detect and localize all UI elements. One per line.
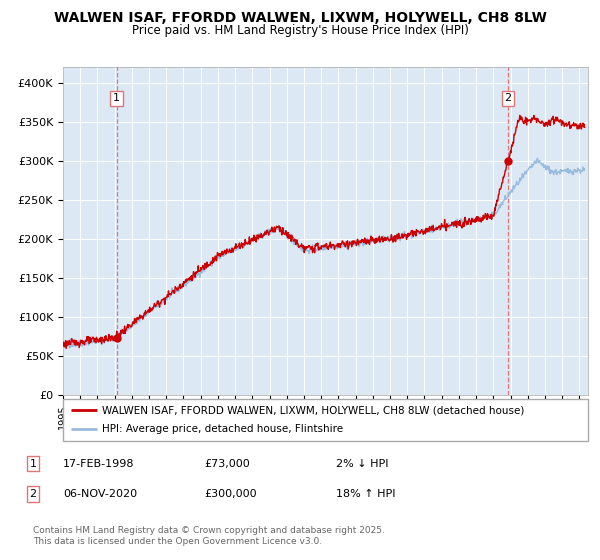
Text: 18% ↑ HPI: 18% ↑ HPI <box>336 489 395 499</box>
Text: WALWEN ISAF, FFORDD WALWEN, LIXWM, HOLYWELL, CH8 8LW: WALWEN ISAF, FFORDD WALWEN, LIXWM, HOLYW… <box>53 11 547 25</box>
Text: Price paid vs. HM Land Registry's House Price Index (HPI): Price paid vs. HM Land Registry's House … <box>131 24 469 36</box>
Text: 1: 1 <box>29 459 37 469</box>
Text: HPI: Average price, detached house, Flintshire: HPI: Average price, detached house, Flin… <box>103 424 343 435</box>
Text: 1: 1 <box>113 94 120 104</box>
Text: 06-NOV-2020: 06-NOV-2020 <box>63 489 137 499</box>
Text: WALWEN ISAF, FFORDD WALWEN, LIXWM, HOLYWELL, CH8 8LW (detached house): WALWEN ISAF, FFORDD WALWEN, LIXWM, HOLYW… <box>103 405 525 416</box>
Text: 2% ↓ HPI: 2% ↓ HPI <box>336 459 389 469</box>
Text: £300,000: £300,000 <box>204 489 257 499</box>
Text: 2: 2 <box>505 94 512 104</box>
Text: 2: 2 <box>29 489 37 499</box>
Text: £73,000: £73,000 <box>204 459 250 469</box>
Text: Contains HM Land Registry data © Crown copyright and database right 2025.
This d: Contains HM Land Registry data © Crown c… <box>33 526 385 546</box>
Text: 17-FEB-1998: 17-FEB-1998 <box>63 459 134 469</box>
FancyBboxPatch shape <box>63 399 588 441</box>
